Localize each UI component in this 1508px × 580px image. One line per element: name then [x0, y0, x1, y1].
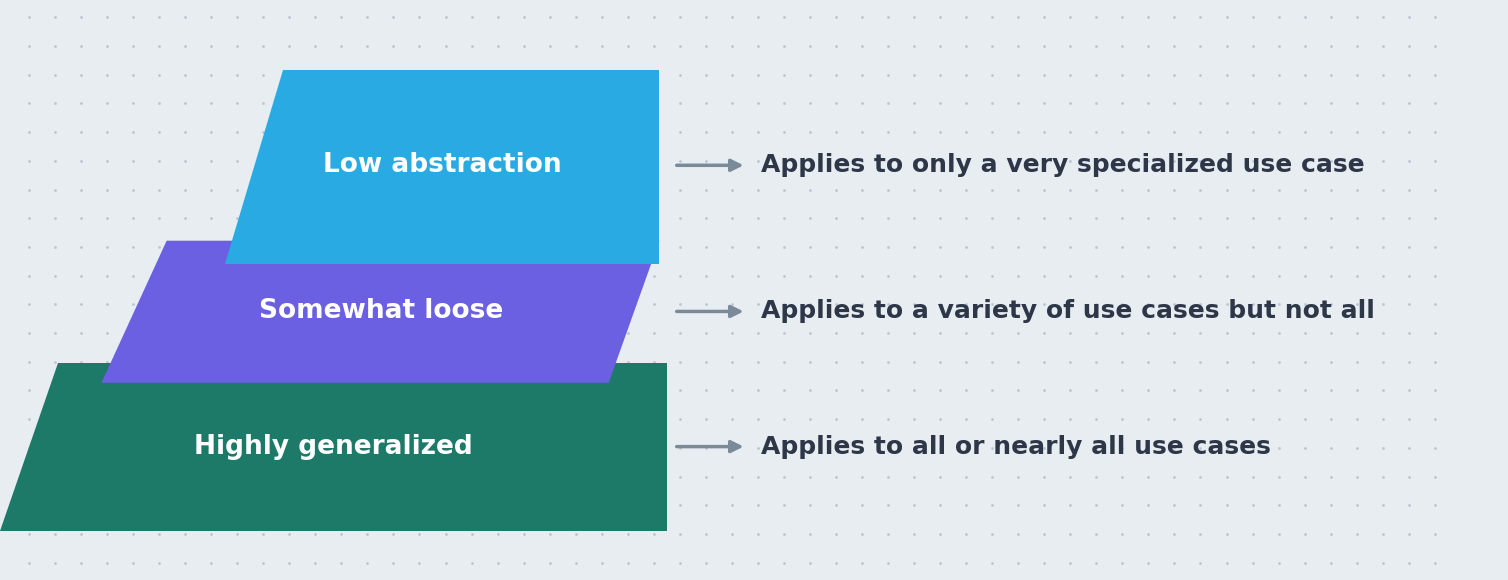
Text: Highly generalized: Highly generalized	[195, 434, 472, 459]
Text: Applies to all or nearly all use cases: Applies to all or nearly all use cases	[762, 434, 1271, 459]
Polygon shape	[101, 241, 659, 383]
Polygon shape	[0, 362, 667, 531]
Text: Applies to a variety of use cases but not all: Applies to a variety of use cases but no…	[762, 299, 1375, 324]
Text: Somewhat loose: Somewhat loose	[259, 299, 504, 324]
Polygon shape	[225, 70, 659, 264]
Text: Applies to only a very specialized use case: Applies to only a very specialized use c…	[762, 153, 1365, 177]
Text: Low abstraction: Low abstraction	[323, 153, 561, 178]
